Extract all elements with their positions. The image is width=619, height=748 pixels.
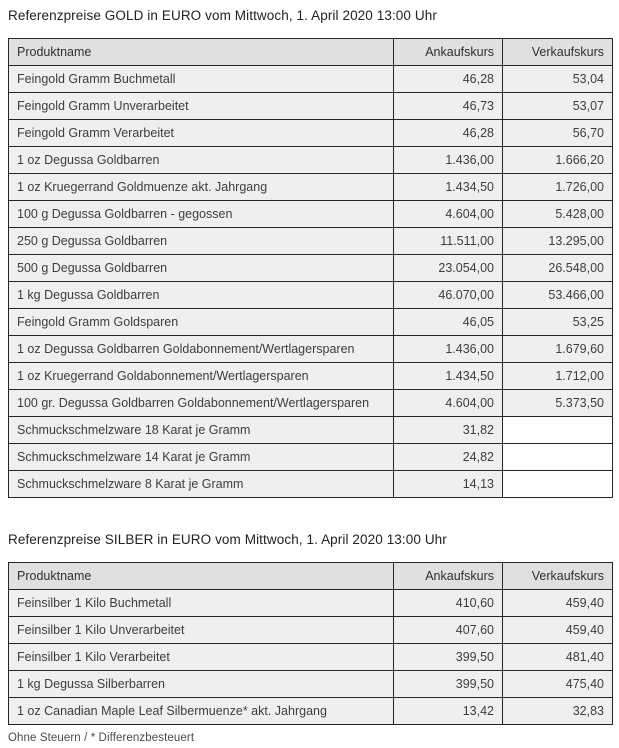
product-name-cell: Feingold Gramm Goldsparen <box>8 308 394 336</box>
ankaufskurs-cell: 399,50 <box>393 670 503 698</box>
table-row: 100 gr. Degussa Goldbarren Goldabonnemen… <box>8 389 613 417</box>
ankaufskurs-cell: 11.511,00 <box>393 227 503 255</box>
ankaufskurs-cell: 1.434,50 <box>393 362 503 390</box>
ankaufskurs-cell: 14,13 <box>393 470 503 498</box>
silver-header-row: Produktname Ankaufskurs Verkaufskurs <box>8 562 613 590</box>
product-name-cell: Feinsilber 1 Kilo Buchmetall <box>8 589 394 617</box>
ankaufskurs-cell: 1.436,00 <box>393 335 503 363</box>
silver-section-title: Referenzpreise SILBER in EURO vom Mittwo… <box>8 532 447 547</box>
ankaufskurs-cell: 410,60 <box>393 589 503 617</box>
ankaufskurs-cell: 24,82 <box>393 443 503 471</box>
verkaufskurs-cell: 5.428,00 <box>502 200 613 228</box>
ankaufskurs-cell: 13,42 <box>393 697 503 725</box>
silver-price-table: Produktname Ankaufskurs Verkaufskurs Feinsi… <box>8 562 613 725</box>
gold-section-title: Referenzpreise GOLD in EURO vom Mittwoch… <box>8 8 437 23</box>
product-name-cell: Schmuckschmelzware 18 Karat je Gramm <box>8 416 394 444</box>
product-name-cell: Feinsilber 1 Kilo Unverarbeitet <box>8 616 394 644</box>
product-name-cell: Feingold Gramm Unverarbeitet <box>8 92 394 120</box>
ankaufskurs-cell: 1.434,50 <box>393 173 503 201</box>
verkaufskurs-cell <box>502 443 613 471</box>
verkaufskurs-cell: 32,83 <box>502 697 613 725</box>
verkaufskurs-cell <box>502 470 613 498</box>
verkaufskurs-cell <box>502 416 613 444</box>
table-row: 250 g Degussa Goldbarren 11.511,00 13.295,… <box>8 227 613 255</box>
product-name-cell: 250 g Degussa Goldbarren <box>8 227 394 255</box>
table-row: Feinsilber 1 Kilo Unverarbeitet 407,60 459… <box>8 616 613 644</box>
verkaufskurs-cell: 1.726,00 <box>502 173 613 201</box>
product-name-cell: 1 kg Degussa Goldbarren <box>8 281 394 309</box>
product-name-cell: 100 gr. Degussa Goldbarren Goldabonnemen… <box>8 389 394 417</box>
column-header-ankaufskurs: Ankaufskurs <box>393 562 503 590</box>
table-row: Feingold Gramm Unverarbeitet 46,73 53,07 <box>8 92 613 120</box>
product-name-cell: Schmuckschmelzware 8 Karat je Gramm <box>8 470 394 498</box>
product-name-cell: 100 g Degussa Goldbarren - gegossen <box>8 200 394 228</box>
verkaufskurs-cell: 53,25 <box>502 308 613 336</box>
column-header-produktname: Produktname <box>8 38 394 66</box>
ankaufskurs-cell: 46,73 <box>393 92 503 120</box>
product-name-cell: 1 oz Kruegerrand Goldmuenze akt. Jahrgan… <box>8 173 394 201</box>
ankaufskurs-cell: 407,60 <box>393 616 503 644</box>
product-name-cell: 500 g Degussa Goldbarren <box>8 254 394 282</box>
table-row: Schmuckschmelzware 18 Karat je Gramm 31,8… <box>8 416 613 444</box>
verkaufskurs-cell: 56,70 <box>502 119 613 147</box>
gold-header-row: Produktname Ankaufskurs Verkaufskurs <box>8 38 613 66</box>
table-row: Feinsilber 1 Kilo Buchmetall 410,60 459,40 <box>8 589 613 617</box>
product-name-cell: Feinsilber 1 Kilo Verarbeitet <box>8 643 394 671</box>
ankaufskurs-cell: 31,82 <box>393 416 503 444</box>
ankaufskurs-cell: 23.054,00 <box>393 254 503 282</box>
ankaufskurs-cell: 46.070,00 <box>393 281 503 309</box>
table-row: 100 g Degussa Goldbarren - gegossen 4.604… <box>8 200 613 228</box>
column-header-produktname: Produktname <box>8 562 394 590</box>
table-row: 1 oz Kruegerrand Goldmuenze akt. Jahrgan… <box>8 173 613 201</box>
verkaufskurs-cell: 1.712,00 <box>502 362 613 390</box>
table-row: Schmuckschmelzware 14 Karat je Gramm 24,8… <box>8 443 613 471</box>
product-name-cell: Schmuckschmelzware 14 Karat je Gramm <box>8 443 394 471</box>
table-row: 1 kg Degussa Silberbarren 399,50 475,40 <box>8 670 613 698</box>
ankaufskurs-cell: 46,28 <box>393 65 503 93</box>
product-name-cell: 1 oz Degussa Goldbarren <box>8 146 394 174</box>
table-row: Feingold Gramm Verarbeitet 46,28 56,70 <box>8 119 613 147</box>
ankaufskurs-cell: 399,50 <box>393 643 503 671</box>
table-row: 1 oz Degussa Goldbarren Goldabonnement/W… <box>8 335 613 363</box>
product-name-cell: 1 kg Degussa Silberbarren <box>8 670 394 698</box>
ankaufskurs-cell: 46,05 <box>393 308 503 336</box>
verkaufskurs-cell: 1.679,60 <box>502 335 613 363</box>
verkaufskurs-cell: 13.295,00 <box>502 227 613 255</box>
verkaufskurs-cell: 481,40 <box>502 643 613 671</box>
verkaufskurs-cell: 5.373,50 <box>502 389 613 417</box>
ankaufskurs-cell: 4.604,00 <box>393 200 503 228</box>
table-row: Feinsilber 1 Kilo Verarbeitet 399,50 481,4… <box>8 643 613 671</box>
column-header-ankaufskurs: Ankaufskurs <box>393 38 503 66</box>
verkaufskurs-cell: 26.548,00 <box>502 254 613 282</box>
column-header-verkaufskurs: Verkaufskurs <box>502 38 613 66</box>
table-row: 1 kg Degussa Goldbarren 46.070,00 53.466,0… <box>8 281 613 309</box>
verkaufskurs-cell: 1.666,20 <box>502 146 613 174</box>
table-row: Schmuckschmelzware 8 Karat je Gramm 14,13 <box>8 470 613 498</box>
verkaufskurs-cell: 53,07 <box>502 92 613 120</box>
gold-price-table: Produktname Ankaufskurs Verkaufskurs Feingo… <box>8 38 613 498</box>
product-name-cell: 1 oz Degussa Goldbarren Goldabonnement/W… <box>8 335 394 363</box>
table-row: Feingold Gramm Goldsparen 46,05 53,25 <box>8 308 613 336</box>
verkaufskurs-cell: 53,04 <box>502 65 613 93</box>
product-name-cell: Feingold Gramm Buchmetall <box>8 65 394 93</box>
product-name-cell: 1 oz Canadian Maple Leaf Silbermuenze* a… <box>8 697 394 725</box>
ankaufskurs-cell: 46,28 <box>393 119 503 147</box>
ankaufskurs-cell: 1.436,00 <box>393 146 503 174</box>
table-row: Feingold Gramm Buchmetall 46,28 53,04 <box>8 65 613 93</box>
verkaufskurs-cell: 459,40 <box>502 616 613 644</box>
verkaufskurs-cell: 53.466,00 <box>502 281 613 309</box>
column-header-verkaufskurs: Verkaufskurs <box>502 562 613 590</box>
table-row: 1 oz Canadian Maple Leaf Silbermuenze* a… <box>8 697 613 725</box>
verkaufskurs-cell: 459,40 <box>502 589 613 617</box>
table-row: 500 g Degussa Goldbarren 23.054,00 26.548,… <box>8 254 613 282</box>
table-row: 1 oz Degussa Goldbarren 1.436,00 1.666,20 <box>8 146 613 174</box>
product-name-cell: Feingold Gramm Verarbeitet <box>8 119 394 147</box>
table-row: 1 oz Kruegerrand Goldabonnement/Wertlage… <box>8 362 613 390</box>
ankaufskurs-cell: 4.604,00 <box>393 389 503 417</box>
tax-footnote: Ohne Steuern / * Differenzbesteuert <box>8 732 195 744</box>
product-name-cell: 1 oz Kruegerrand Goldabonnement/Wertlage… <box>8 362 394 390</box>
verkaufskurs-cell: 475,40 <box>502 670 613 698</box>
